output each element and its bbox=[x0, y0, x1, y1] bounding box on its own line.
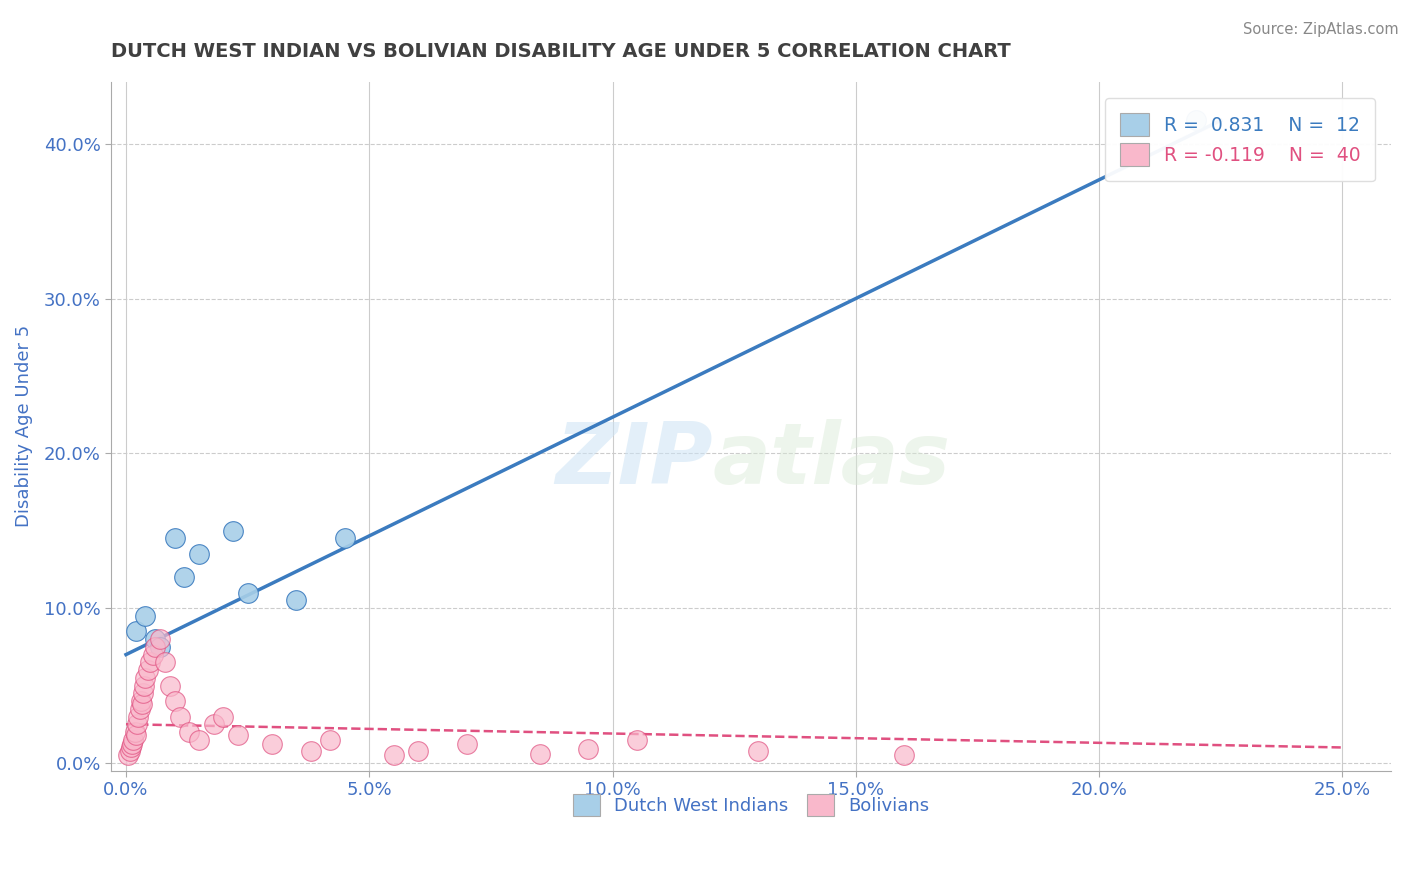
Point bbox=[226, 728, 249, 742]
Point bbox=[626, 732, 648, 747]
Point bbox=[134, 671, 156, 685]
Point bbox=[153, 656, 176, 670]
Point bbox=[118, 743, 141, 757]
Point bbox=[456, 737, 478, 751]
Point bbox=[132, 686, 155, 700]
Point bbox=[179, 725, 201, 739]
Point bbox=[163, 694, 186, 708]
Point bbox=[188, 732, 211, 747]
Text: DUTCH WEST INDIAN VS BOLIVIAN DISABILITY AGE UNDER 5 CORRELATION CHART: DUTCH WEST INDIAN VS BOLIVIAN DISABILITY… bbox=[111, 42, 1011, 61]
Point bbox=[173, 570, 195, 584]
Point bbox=[149, 640, 172, 654]
Point bbox=[747, 743, 769, 757]
Point bbox=[406, 743, 429, 757]
Point bbox=[134, 608, 156, 623]
Point bbox=[143, 632, 166, 646]
Point bbox=[163, 532, 186, 546]
Point bbox=[893, 748, 915, 763]
Text: atlas: atlas bbox=[713, 419, 950, 502]
Point bbox=[124, 725, 146, 739]
Point bbox=[333, 532, 356, 546]
Legend: Dutch West Indians, Bolivians: Dutch West Indians, Bolivians bbox=[565, 788, 936, 823]
Point bbox=[149, 632, 172, 646]
Point bbox=[117, 748, 139, 763]
Point bbox=[131, 697, 153, 711]
Point bbox=[202, 717, 225, 731]
Point bbox=[576, 742, 599, 756]
Text: ZIP: ZIP bbox=[555, 419, 713, 502]
Point bbox=[299, 743, 322, 757]
Point bbox=[236, 585, 259, 599]
Point bbox=[127, 709, 149, 723]
Text: Source: ZipAtlas.com: Source: ZipAtlas.com bbox=[1243, 22, 1399, 37]
Point bbox=[125, 624, 148, 639]
Point bbox=[121, 737, 143, 751]
Point bbox=[319, 732, 342, 747]
Point bbox=[125, 728, 148, 742]
Point bbox=[125, 717, 148, 731]
Point bbox=[159, 679, 181, 693]
Point bbox=[188, 547, 211, 561]
Point bbox=[1185, 113, 1208, 128]
Point bbox=[139, 656, 162, 670]
Point bbox=[169, 709, 191, 723]
Point bbox=[142, 648, 165, 662]
Point bbox=[143, 640, 166, 654]
Point bbox=[120, 740, 142, 755]
Point bbox=[260, 737, 283, 751]
Point bbox=[285, 593, 308, 607]
Point bbox=[129, 694, 152, 708]
Point bbox=[222, 524, 245, 538]
Point bbox=[136, 663, 159, 677]
Y-axis label: Disability Age Under 5: Disability Age Under 5 bbox=[15, 325, 32, 527]
Point bbox=[212, 709, 235, 723]
Point bbox=[529, 747, 551, 761]
Point bbox=[128, 702, 150, 716]
Point bbox=[122, 732, 145, 747]
Point bbox=[134, 679, 156, 693]
Point bbox=[382, 748, 405, 763]
